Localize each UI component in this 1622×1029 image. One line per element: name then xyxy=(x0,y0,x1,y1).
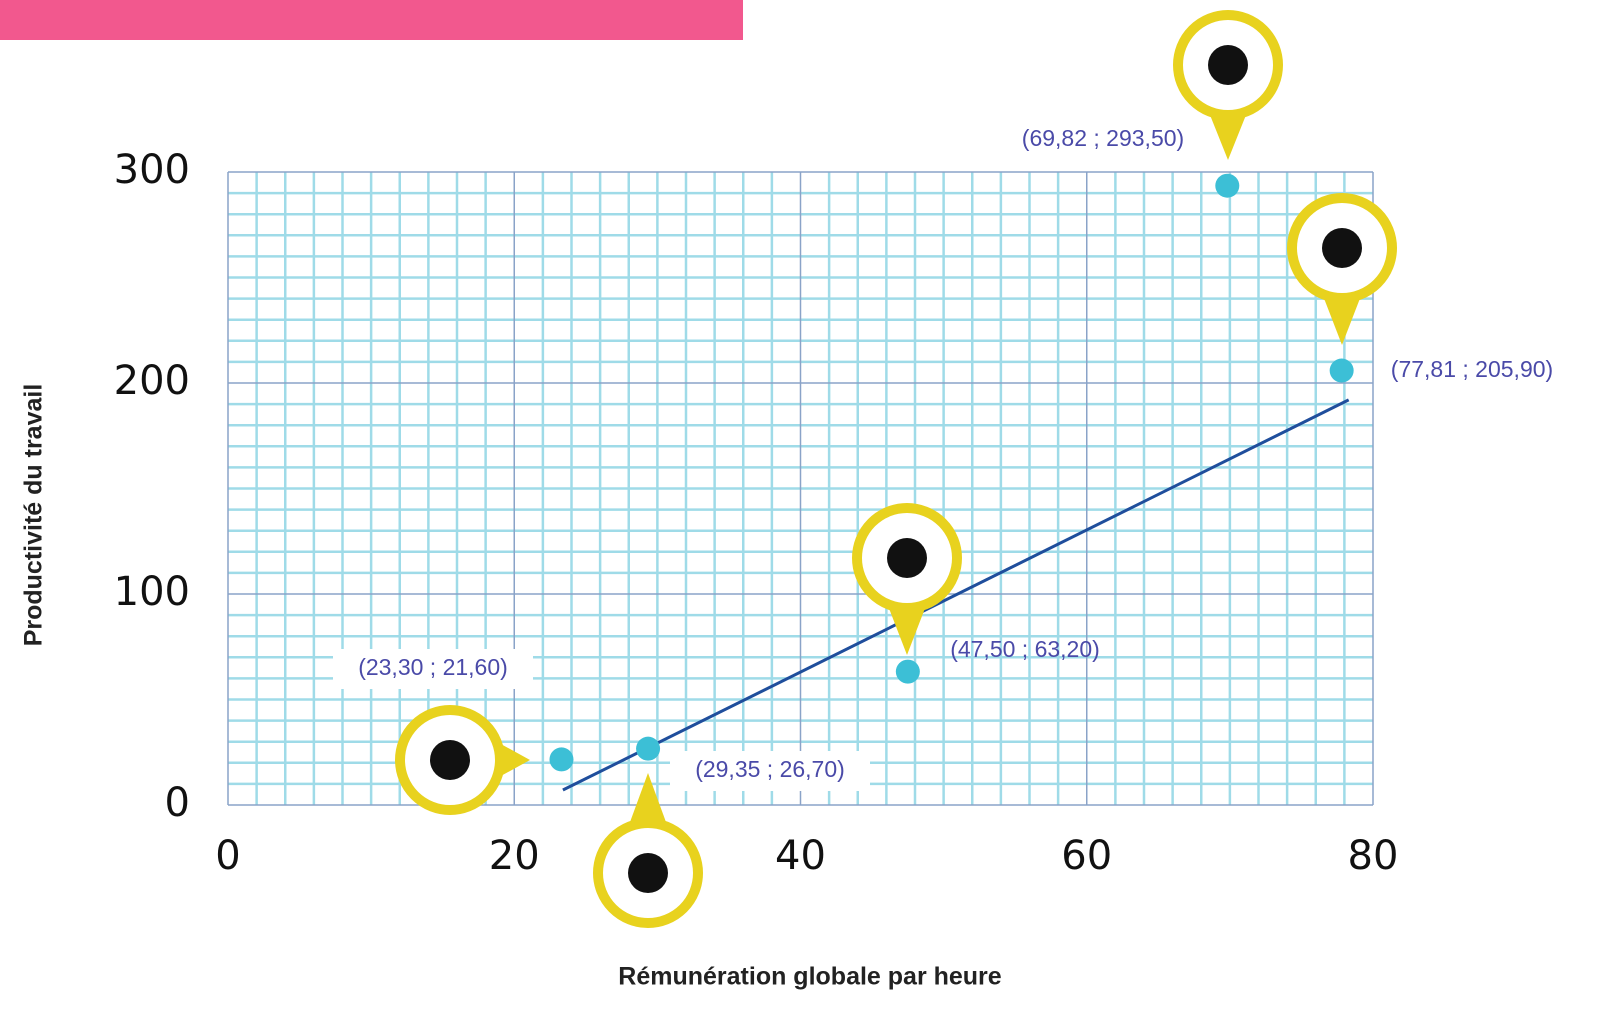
x-tick-label: 60 xyxy=(1061,833,1112,879)
badge-icon xyxy=(430,740,470,780)
trend-line xyxy=(562,398,1350,792)
badge-icon xyxy=(887,538,927,578)
point xyxy=(895,659,920,684)
point-label: (69,82 ; 293,50) xyxy=(1022,125,1184,151)
badge-pointer xyxy=(885,598,929,655)
y-tick-label: 0 xyxy=(165,780,190,826)
x-tick-label: 40 xyxy=(775,833,826,879)
x-axis-title: Rémunération globale par heure xyxy=(618,963,1002,991)
point-label: (23,30 ; 21,60) xyxy=(358,654,508,680)
badge-icon xyxy=(1208,45,1248,85)
x-tick-label: 80 xyxy=(1348,833,1399,879)
badge-icon xyxy=(628,853,668,893)
label-bg xyxy=(333,649,533,689)
badge-icon xyxy=(1322,228,1362,268)
point xyxy=(636,736,661,761)
badge-pointer xyxy=(1320,288,1364,345)
point-label: (29,35 ; 26,70) xyxy=(695,756,845,782)
point xyxy=(1329,358,1354,383)
badge-pointer xyxy=(626,773,670,833)
point xyxy=(549,747,574,772)
y-tick-label: 200 xyxy=(114,358,190,404)
label-bg xyxy=(670,751,870,791)
y-axis-title: Productivité du travail xyxy=(20,384,48,647)
header-bar xyxy=(0,0,743,40)
x-tick-label: 0 xyxy=(215,833,240,879)
x-tick-label: 20 xyxy=(489,833,540,879)
y-tick-label: 300 xyxy=(114,147,190,193)
y-tick-label: 100 xyxy=(114,569,190,615)
point-label: (77,81 ; 205,90) xyxy=(1391,356,1553,382)
point xyxy=(1215,173,1240,198)
point-label: (47,50 ; 63,20) xyxy=(950,636,1100,662)
